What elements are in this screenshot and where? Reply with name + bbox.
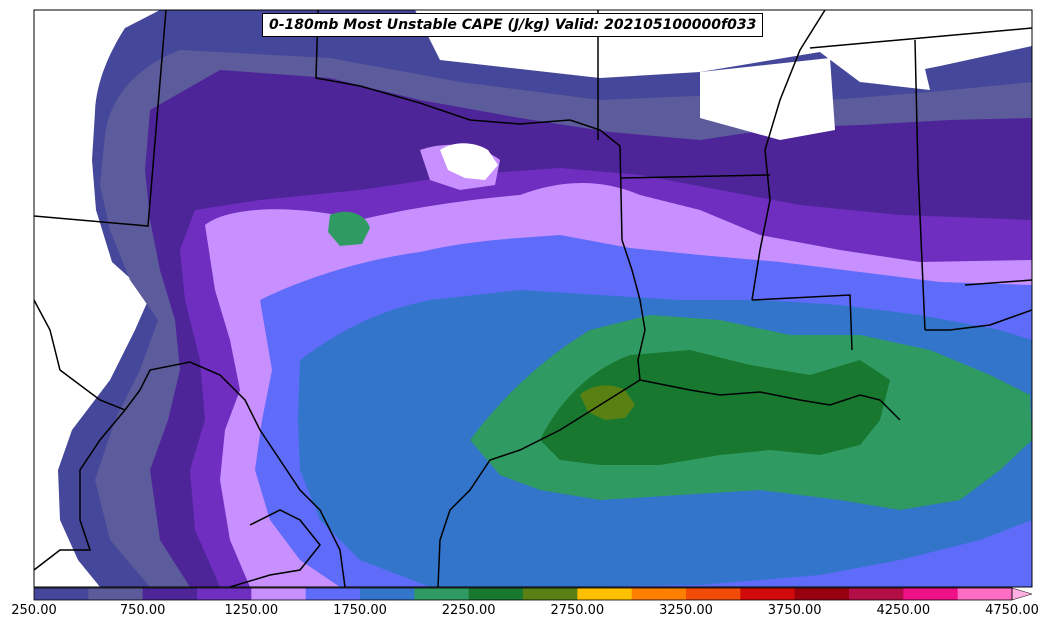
colorbar-tick-label: 2250.00 [441, 603, 496, 618]
cape-hole-arkansas [700, 58, 835, 140]
map-title: 0-180mb Most Unstable CAPE (J/kg) Valid:… [262, 13, 764, 37]
border-ar-la [619, 174, 771, 179]
cape-fill-field [34, 10, 1032, 587]
colorbar-swatch [631, 588, 687, 600]
colorbar-swatch [468, 588, 524, 600]
cape-patch-north-green [328, 211, 370, 246]
colorbar-frame [33, 587, 1013, 601]
border-mexico-state-3 [229, 509, 321, 587]
colorbar-tick-label: 3250.00 [659, 603, 713, 618]
colorbar-tick-label: 250.00 [11, 603, 57, 618]
border-la-ms [751, 294, 853, 351]
coastline-gulf [639, 309, 1032, 421]
colorbar-swatch [794, 588, 850, 600]
colorbar-swatch [305, 588, 361, 600]
border-tx-la [619, 145, 646, 381]
colorbar-swatch [957, 588, 1013, 600]
border-rio-grande [139, 361, 346, 587]
cape-hole-oklahoma [440, 143, 498, 180]
colorbar-tick-label: 4250.00 [876, 603, 931, 618]
colorbar-swatch [740, 588, 796, 600]
border-ms-al [914, 39, 926, 331]
colorbar-swatch [577, 588, 633, 600]
border-al-fl [964, 279, 1032, 286]
colorbar-swatch [414, 588, 470, 600]
colorbar-tick-label: 1250.00 [224, 603, 279, 618]
colorbar-tick-label: 1750.00 [333, 603, 387, 618]
coastline-texas [437, 379, 641, 587]
border-mexico-state-1 [34, 299, 141, 411]
colorbar-tick-label: 2750.00 [550, 603, 605, 618]
colorbar-tick-label: 4750.00 [985, 603, 1039, 618]
colorbar-swatch [849, 588, 904, 600]
colorbar-tick-label: 750.00 [119, 603, 166, 618]
colorbar [33, 587, 1033, 601]
cape-region-2250 [540, 350, 890, 465]
border-mississippi-river [751, 10, 826, 301]
colorbar-extend-triangle [1011, 587, 1033, 601]
cape-region-2500 [580, 385, 635, 420]
border-mexico-state-2 [34, 409, 126, 571]
colorbar-swatch [34, 588, 89, 600]
border-ok-tx [315, 10, 621, 147]
colorbar-swatch [88, 588, 144, 600]
border-nm-west [34, 10, 167, 227]
colorbar-swatch [360, 588, 415, 600]
colorbar-swatch [903, 588, 959, 600]
colorbar-swatch [523, 588, 578, 600]
colorbar-swatch [197, 588, 252, 600]
cape-hole-tennessee [820, 48, 930, 90]
colorbar-swatch [251, 588, 307, 600]
plot-frame [33, 9, 1033, 588]
boundary-lines [34, 10, 1032, 587]
border-tn [809, 27, 1032, 49]
colorbar-swatch [686, 588, 741, 600]
colorbar-swatch [142, 588, 198, 600]
colorbar-tick-label: 3750.00 [767, 603, 822, 618]
